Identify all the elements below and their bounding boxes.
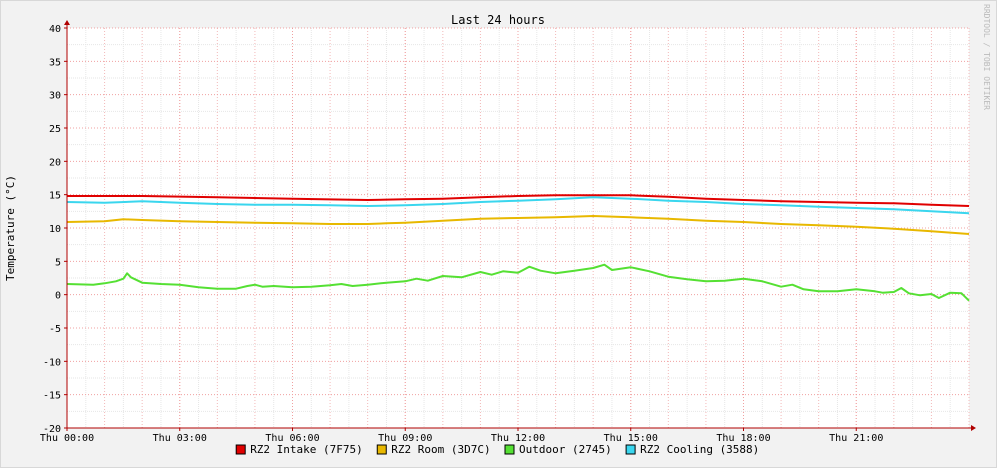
y-tick-label: 5 <box>55 257 61 268</box>
y-tick-label: -10 <box>43 357 61 368</box>
series-line-3 <box>66 196 970 215</box>
x-tick-labels: Thu 00:00 Thu 03:00 Thu 06:00 Thu 09:00 Thu … <box>40 433 883 444</box>
legend-swatch-2 <box>504 444 515 455</box>
chart-title: Last 24 hours <box>451 13 545 27</box>
series-line-1 <box>66 215 970 235</box>
legend-label-0: RZ2 Intake (7F75) <box>250 443 363 456</box>
y-tick-label: 10 <box>49 224 61 235</box>
x-tick-label: Thu 18:00 <box>716 433 770 444</box>
y-tick-labels: 40 35 30 25 20 15 10 5 0 -5 -10 -15 -20 <box>43 24 61 435</box>
legend: RZ2 Intake (7F75) RZ2 Room (3D7C) Outdoor … <box>235 443 759 456</box>
x-tick-label: Thu 09:00 <box>378 433 432 444</box>
legend-swatch-0 <box>235 444 246 455</box>
axes <box>64 20 976 431</box>
y-tick-label: 15 <box>49 191 61 202</box>
y-tick-label: 40 <box>49 24 61 35</box>
y-tick-label: 20 <box>49 157 61 168</box>
x-tick-label: Thu 03:00 <box>153 433 207 444</box>
y-tick-label: 0 <box>55 291 61 302</box>
y-tick-label: -20 <box>43 424 61 435</box>
x-tick-label: Thu 12:00 <box>491 433 545 444</box>
y-axis-arrow <box>64 20 70 25</box>
rrdtool-watermark: RRDTOOL / TOBI OETIKER <box>982 4 991 110</box>
x-axis-arrow <box>971 425 976 431</box>
x-tick-label: Thu 00:00 <box>40 433 94 444</box>
legend-swatch-1 <box>376 444 387 455</box>
x-tick-label: Thu 21:00 <box>829 433 883 444</box>
y-tick-label: -5 <box>49 324 61 335</box>
x-tick-label: Thu 15:00 <box>604 433 658 444</box>
legend-label-3: RZ2 Cooling (3588) <box>640 443 759 456</box>
y-tick-label: 35 <box>49 57 61 68</box>
series-line-2 <box>66 263 970 302</box>
series-layer <box>66 194 970 302</box>
legend-swatch-3 <box>625 444 636 455</box>
y-tick-label: 25 <box>49 124 61 135</box>
legend-label-1: RZ2 Room (3D7C) <box>391 443 490 456</box>
y-tick-label: -15 <box>43 391 61 402</box>
legend-label-2: Outdoor (2745) <box>519 443 612 456</box>
y-tick-label: 30 <box>49 91 61 102</box>
y-axis-label: Temperature (°C) <box>4 175 17 281</box>
series-line-0 <box>67 194 970 207</box>
x-tick-label: Thu 06:00 <box>265 433 319 444</box>
